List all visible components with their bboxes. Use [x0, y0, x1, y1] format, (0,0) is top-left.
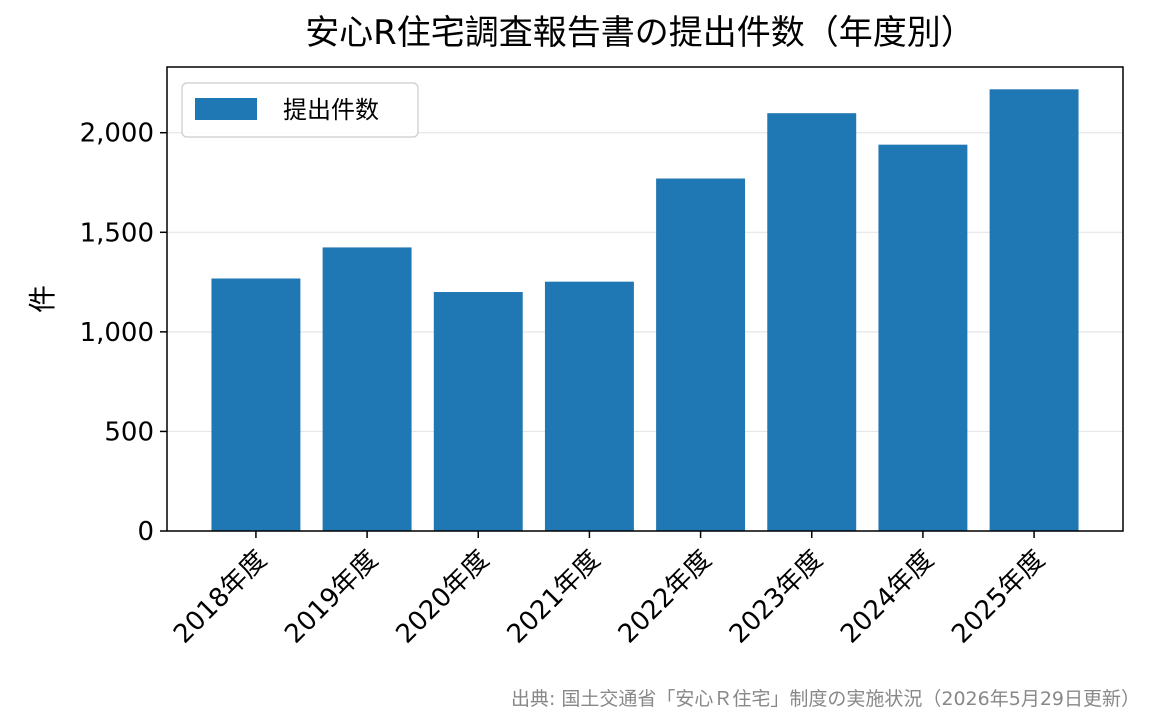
y-axis-label: 件 [26, 285, 59, 313]
x-tick-label: 2022年度 [613, 545, 718, 650]
bar [767, 113, 857, 531]
x-tick-label: 2023年度 [724, 545, 829, 650]
legend-swatch [195, 98, 257, 120]
gridlines [167, 132, 1123, 532]
bar [322, 247, 412, 532]
y-axis: 0 500 1,000 1,500 2,000 [80, 119, 167, 547]
bar [544, 281, 634, 531]
chart-title: 安心R住宅調査報告書の提出件数（年度別） [305, 13, 975, 53]
legend: 提出件数 [181, 82, 419, 138]
source-note: 出典: 国土交通省「安心Ｒ住宅」制度の実施状況（2026年5月29日更新） [511, 688, 1140, 710]
x-tick-label: 2018年度 [168, 545, 273, 650]
bar [433, 292, 523, 531]
bar [989, 89, 1079, 531]
bar [878, 144, 968, 532]
legend-label: 提出件数 [283, 96, 379, 124]
plot-area [166, 66, 1124, 532]
x-tick-label: 2021年度 [502, 545, 607, 650]
y-tick-label: 1,000 [80, 318, 154, 348]
y-tick-label: 0 [137, 517, 154, 547]
x-tick-label: 2019年度 [279, 545, 384, 650]
y-tick-label: 1,500 [80, 218, 154, 248]
bar [656, 178, 746, 531]
x-tick-label: 2025年度 [946, 545, 1051, 650]
bars [211, 89, 1079, 532]
y-tick-label: 2,000 [80, 119, 154, 149]
legend-box [181, 82, 419, 138]
x-axis: 2018年度 2019年度 2020年度 2021年度 2022年度 2023年度 2024… [168, 531, 1051, 650]
bar [211, 278, 301, 531]
y-tick-label: 500 [104, 417, 154, 447]
x-tick-label: 2020年度 [390, 545, 495, 650]
x-tick-label: 2024年度 [835, 545, 940, 650]
